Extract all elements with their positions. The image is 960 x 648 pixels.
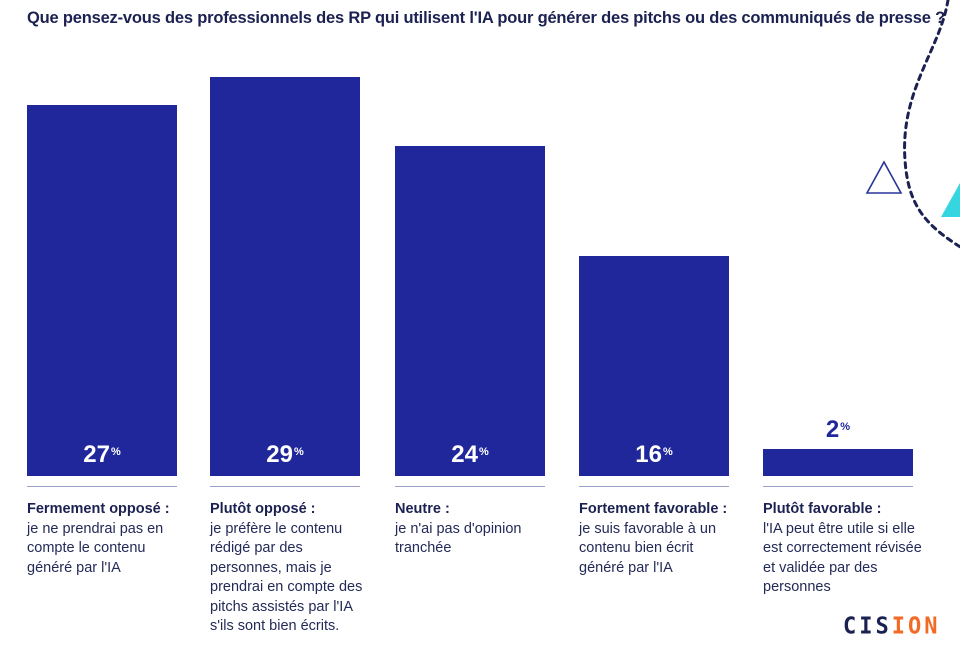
- data-label-3: 24%: [395, 443, 545, 467]
- category-label-5: Plutôt favorable : l'IA peut être utile s…: [763, 500, 923, 598]
- percent-sign: %: [840, 420, 851, 433]
- data-label-value: 27: [83, 441, 110, 468]
- category-description: je suis favorable à un contenu bien écri…: [579, 520, 717, 576]
- bar-5: [763, 448, 913, 476]
- category-label-4: Fortement favorable : je suis favorable à…: [579, 500, 739, 578]
- category-label-2: Plutôt opposé : je préfère le contenu réd…: [210, 500, 370, 637]
- category-name: Plutôt favorable :: [763, 501, 882, 517]
- data-label-value: 16: [635, 441, 662, 468]
- category-label-1: Fermement opposé : je ne prendrai pas en …: [27, 500, 187, 578]
- outline-triangle-icon: [865, 160, 903, 194]
- category-description: je ne prendrai pas en compte le contenu …: [27, 520, 164, 576]
- category-description: l'IA peut être utile si elle est correct…: [763, 520, 922, 596]
- data-label-2: 29%: [210, 443, 360, 467]
- logo-text-start: CIS: [843, 613, 892, 640]
- percent-sign: %: [110, 446, 121, 458]
- category-name: Fortement favorable :: [579, 501, 728, 517]
- chart-title: Que pensez-vous des professionnels des R…: [27, 9, 945, 27]
- bar-1: [27, 104, 177, 476]
- percent-sign: %: [662, 446, 673, 458]
- category-label-3: Neutre : je n'ai pas d'opinion tranchée: [395, 500, 555, 559]
- bar-3: [395, 146, 545, 476]
- bar-4: [579, 256, 729, 476]
- data-label-value: 2: [825, 415, 840, 443]
- baseline-rule-4: [579, 486, 729, 487]
- data-label-4: 16%: [579, 443, 729, 467]
- dashed-curve-decoration: [903, 0, 960, 249]
- category-description: je n'ai pas d'opinion tranchée: [395, 520, 522, 557]
- baseline-rule-2: [210, 486, 360, 487]
- percent-sign: %: [478, 446, 489, 458]
- baseline-rule-5: [763, 486, 913, 487]
- category-name: Plutôt opposé :: [210, 501, 316, 517]
- filled-triangle-icon: [941, 183, 960, 217]
- percent-sign: %: [293, 446, 304, 458]
- baseline-rule-3: [395, 486, 545, 487]
- bar-2: [210, 77, 360, 476]
- data-label-value: 29: [266, 441, 293, 468]
- data-label-5: 2%: [763, 415, 913, 443]
- data-label-1: 27%: [27, 443, 177, 467]
- category-name: Neutre :: [395, 501, 450, 517]
- category-description: je préfère le contenu rédigé par des per…: [210, 520, 363, 635]
- data-label-value: 24: [451, 441, 478, 468]
- baseline-rule-1: [27, 486, 177, 487]
- logo-text-accent: ION: [891, 613, 941, 640]
- cision-logo: CISION: [843, 613, 941, 639]
- category-name: Fermement opposé :: [27, 501, 170, 517]
